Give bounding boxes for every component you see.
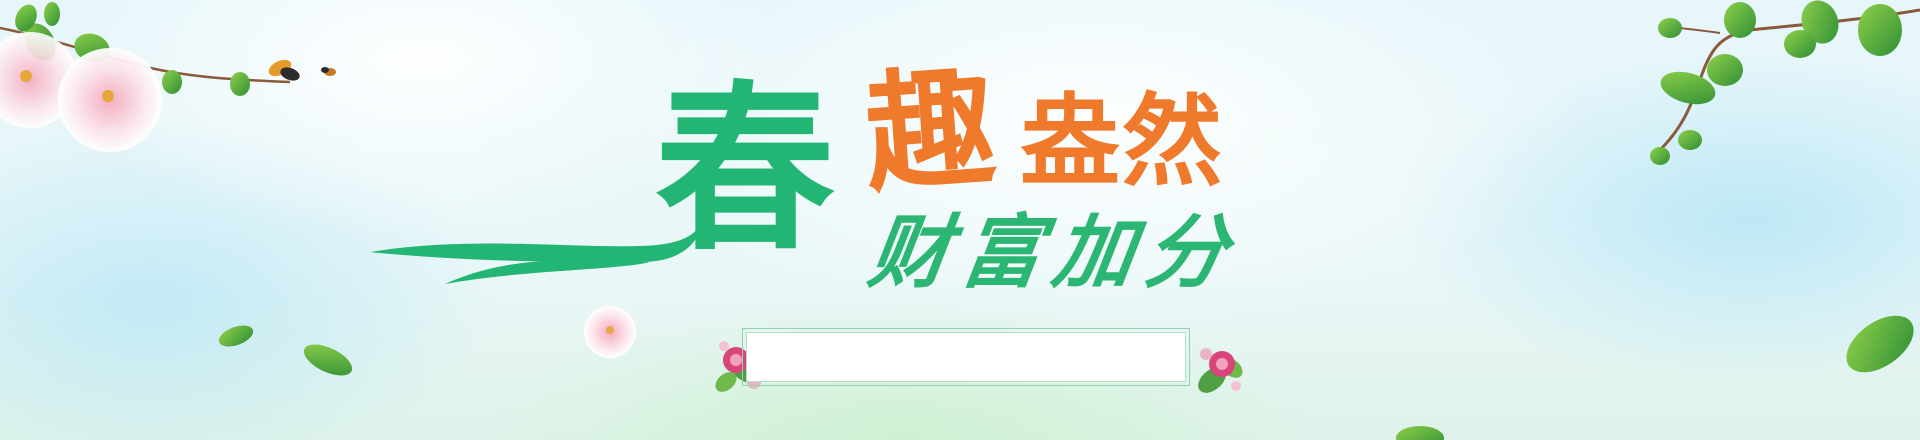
headline-orange-first: 趣: [859, 50, 1001, 212]
input-frame: [742, 328, 1190, 386]
headline-group: 春 趣 盎然 财富加分: [370, 50, 1270, 310]
promo-input[interactable]: [746, 332, 1186, 382]
headline-orange-rest: 盎然: [1020, 83, 1224, 200]
flower-bouquet-icon: [1198, 348, 1243, 393]
falling-leaf-icon: [303, 344, 353, 376]
subheadline: 财富加分: [863, 205, 1245, 299]
headline-main: 春: [655, 64, 836, 275]
cherry-blossom-icon: [584, 306, 636, 358]
butterfly-icon: [268, 59, 336, 81]
branch-with-leaves-icon: [1650, 0, 1920, 165]
cherry-blossom-icon: [0, 32, 162, 152]
falling-leaf-icon: [1396, 426, 1444, 440]
falling-leaf-icon: [1846, 315, 1914, 373]
falling-leaf-icon: [218, 325, 254, 347]
headline-swoosh: [370, 215, 705, 290]
